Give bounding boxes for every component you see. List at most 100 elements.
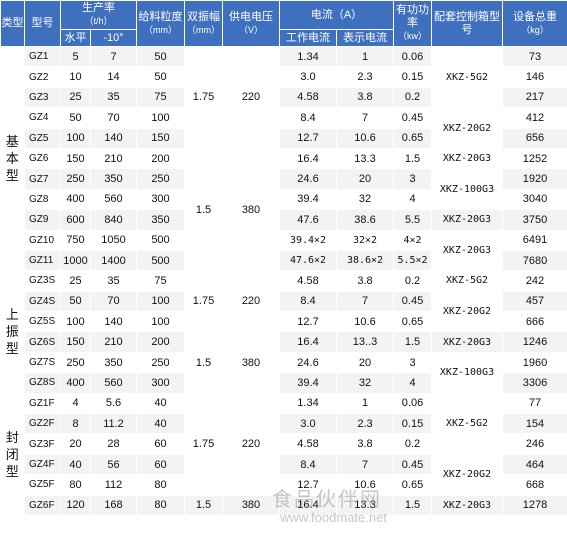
weight-cell: 242 <box>502 270 567 292</box>
working-current-cell: 24.6 <box>279 168 337 190</box>
indicated-current-cell: 3.8 <box>336 87 394 109</box>
capacity-tilt-cell: 560 <box>90 372 137 394</box>
weight-cell: 217 <box>502 87 567 109</box>
table-row: 上振型 GZ3S 25 35 75 1.75 220 4.58 3.8 0.2 … <box>0 270 567 394</box>
model-cell: GZ7 <box>24 168 61 190</box>
header-control-box: 配套控制箱型号 <box>431 0 503 47</box>
working-current-cell: 16.4 <box>279 495 337 516</box>
power-cell: 4×2 <box>393 230 432 251</box>
capacity-horizontal-cell: 150 <box>60 331 91 353</box>
model-cell: GZ5 <box>24 128 61 149</box>
control-box-cell: XKZ-5G2 <box>431 46 503 109</box>
working-current-cell: 47.6 <box>279 209 337 231</box>
indicated-current-cell: 20 <box>336 352 394 374</box>
indicated-current-cell: 7 <box>336 107 394 129</box>
working-current-cell: 4.58 <box>279 87 337 109</box>
indicated-current-cell: 2.3 <box>336 66 394 88</box>
weight-cell: 1246 <box>502 331 567 353</box>
power-cell: 1.5 <box>393 148 432 170</box>
amplitude-cell: 1.5 <box>184 148 223 272</box>
header-weight-unit: （kg） <box>521 24 549 35</box>
feed-size-cell: 300 <box>136 189 185 211</box>
control-box-cell: XKZ-20G3 <box>431 209 503 231</box>
capacity-horizontal-cell: 400 <box>60 189 91 211</box>
working-current-cell: 4.58 <box>279 270 337 292</box>
weight-cell: 3750 <box>502 209 567 231</box>
feed-size-cell: 500 <box>136 230 185 251</box>
working-current-cell: 39.4 <box>279 189 337 211</box>
table-row: GZ7 250 350 250 24.6 20 3 XKZ-100G3 1920 <box>1 168 567 211</box>
table-row: GZ8S 400 560 300 39.4 32 4 3306 <box>1 372 567 394</box>
capacity-tilt-cell: 1050 <box>90 230 137 251</box>
model-cell: GZ1 <box>24 46 61 68</box>
table-row: GZ11 1000 1400 500 47.6×2 38.6×2 5.5×2 7… <box>1 250 567 272</box>
indicated-current-cell: 3.8 <box>336 433 394 455</box>
capacity-tilt-cell: 35 <box>90 87 137 109</box>
header-voltage-unit: （V） <box>238 24 263 35</box>
type-label-basic: 基本型 <box>0 46 25 272</box>
weight-cell: 6491 <box>502 230 567 251</box>
control-box-cell: XKZ-5G2 <box>431 270 503 292</box>
capacity-horizontal-cell: 5 <box>60 46 91 68</box>
header-weight: 设备总重 （kg） <box>502 0 567 47</box>
working-current-cell: 8.4 <box>279 454 337 476</box>
feed-size-cell: 250 <box>136 168 185 190</box>
working-current-cell: 16.4 <box>279 331 337 353</box>
capacity-horizontal-cell: 25 <box>60 270 91 292</box>
feed-size-cell: 100 <box>136 107 185 129</box>
weight-cell: 3040 <box>502 189 567 211</box>
capacity-tilt-cell: 140 <box>90 311 137 333</box>
weight-cell: 146 <box>502 66 567 88</box>
power-cell: 0.45 <box>393 107 432 129</box>
table-row: GZ7S 250 350 250 24.6 20 3 XKZ-100G3 196… <box>1 352 567 394</box>
indicated-current-cell: 32 <box>336 372 394 394</box>
capacity-horizontal-cell: 400 <box>60 372 91 394</box>
capacity-horizontal-cell: 80 <box>60 474 91 496</box>
voltage-cell: 220 <box>222 46 280 149</box>
working-current-cell: 4.58 <box>279 433 337 455</box>
model-cell: GZ2 <box>24 66 61 88</box>
working-current-cell: 16.4 <box>279 148 337 170</box>
header-amplitude: 双振幅 （mm） <box>184 0 223 47</box>
feed-size-cell: 50 <box>136 46 185 68</box>
feed-size-cell: 150 <box>136 128 185 149</box>
control-box-cell: XKZ-20G3 <box>431 331 503 353</box>
table-row: GZ4S 50 70 100 8.4 7 0.45 XKZ-20G2 457 <box>1 291 567 333</box>
header-model: 型号 <box>24 0 61 47</box>
feed-size-cell: 100 <box>136 291 185 313</box>
power-cell: 4 <box>393 372 432 394</box>
capacity-horizontal-cell: 4 <box>60 393 91 415</box>
capacity-horizontal-cell: 100 <box>60 128 91 149</box>
model-cell: GZ6 <box>24 148 61 170</box>
capacity-horizontal-cell: 40 <box>60 454 91 476</box>
table-row: GZ2 10 14 50 3.0 2.3 0.15 146 <box>1 66 567 88</box>
indicated-current-cell: 38.6 <box>336 209 394 231</box>
weight-cell: 457 <box>502 291 567 313</box>
model-cell: GZ2F <box>24 413 61 435</box>
feed-size-cell: 200 <box>136 148 185 170</box>
capacity-tilt-cell: 5.6 <box>90 393 137 415</box>
capacity-tilt-cell: 112 <box>90 474 137 496</box>
working-current-cell: 1.34 <box>279 393 337 415</box>
control-box-cell: XKZ-20G3 <box>431 148 503 170</box>
working-current-cell: 24.6 <box>279 352 337 374</box>
model-cell: GZ4S <box>24 291 61 313</box>
table-row: GZ6 150 210 200 1.5 380 16.4 13.3 1.5 XK… <box>1 148 567 272</box>
indicated-current-cell: 13..3 <box>336 331 394 353</box>
amplitude-cell: 1.75 <box>184 270 223 333</box>
header-feed-size: 给料粒度 （mm） <box>136 0 185 47</box>
capacity-tilt-cell: 560 <box>90 189 137 211</box>
feed-size-cell: 100 <box>136 311 185 333</box>
table-row: GZ6F 120 168 80 1.5 380 16.4 13.3 1.5 XK… <box>1 495 567 516</box>
control-box-cell: XKZ-20G2 <box>431 107 503 149</box>
capacity-horizontal-cell: 250 <box>60 168 91 190</box>
feed-size-cell: 60 <box>136 433 185 455</box>
working-current-cell: 39.4 <box>279 372 337 394</box>
model-cell: GZ9 <box>24 209 61 231</box>
feed-size-cell: 40 <box>136 413 185 435</box>
capacity-horizontal-cell: 100 <box>60 311 91 333</box>
power-cell: 0.2 <box>393 87 432 109</box>
indicated-current-cell: 13.3 <box>336 148 394 170</box>
model-cell: GZ3 <box>24 87 61 109</box>
weight-cell: 73 <box>502 46 567 68</box>
